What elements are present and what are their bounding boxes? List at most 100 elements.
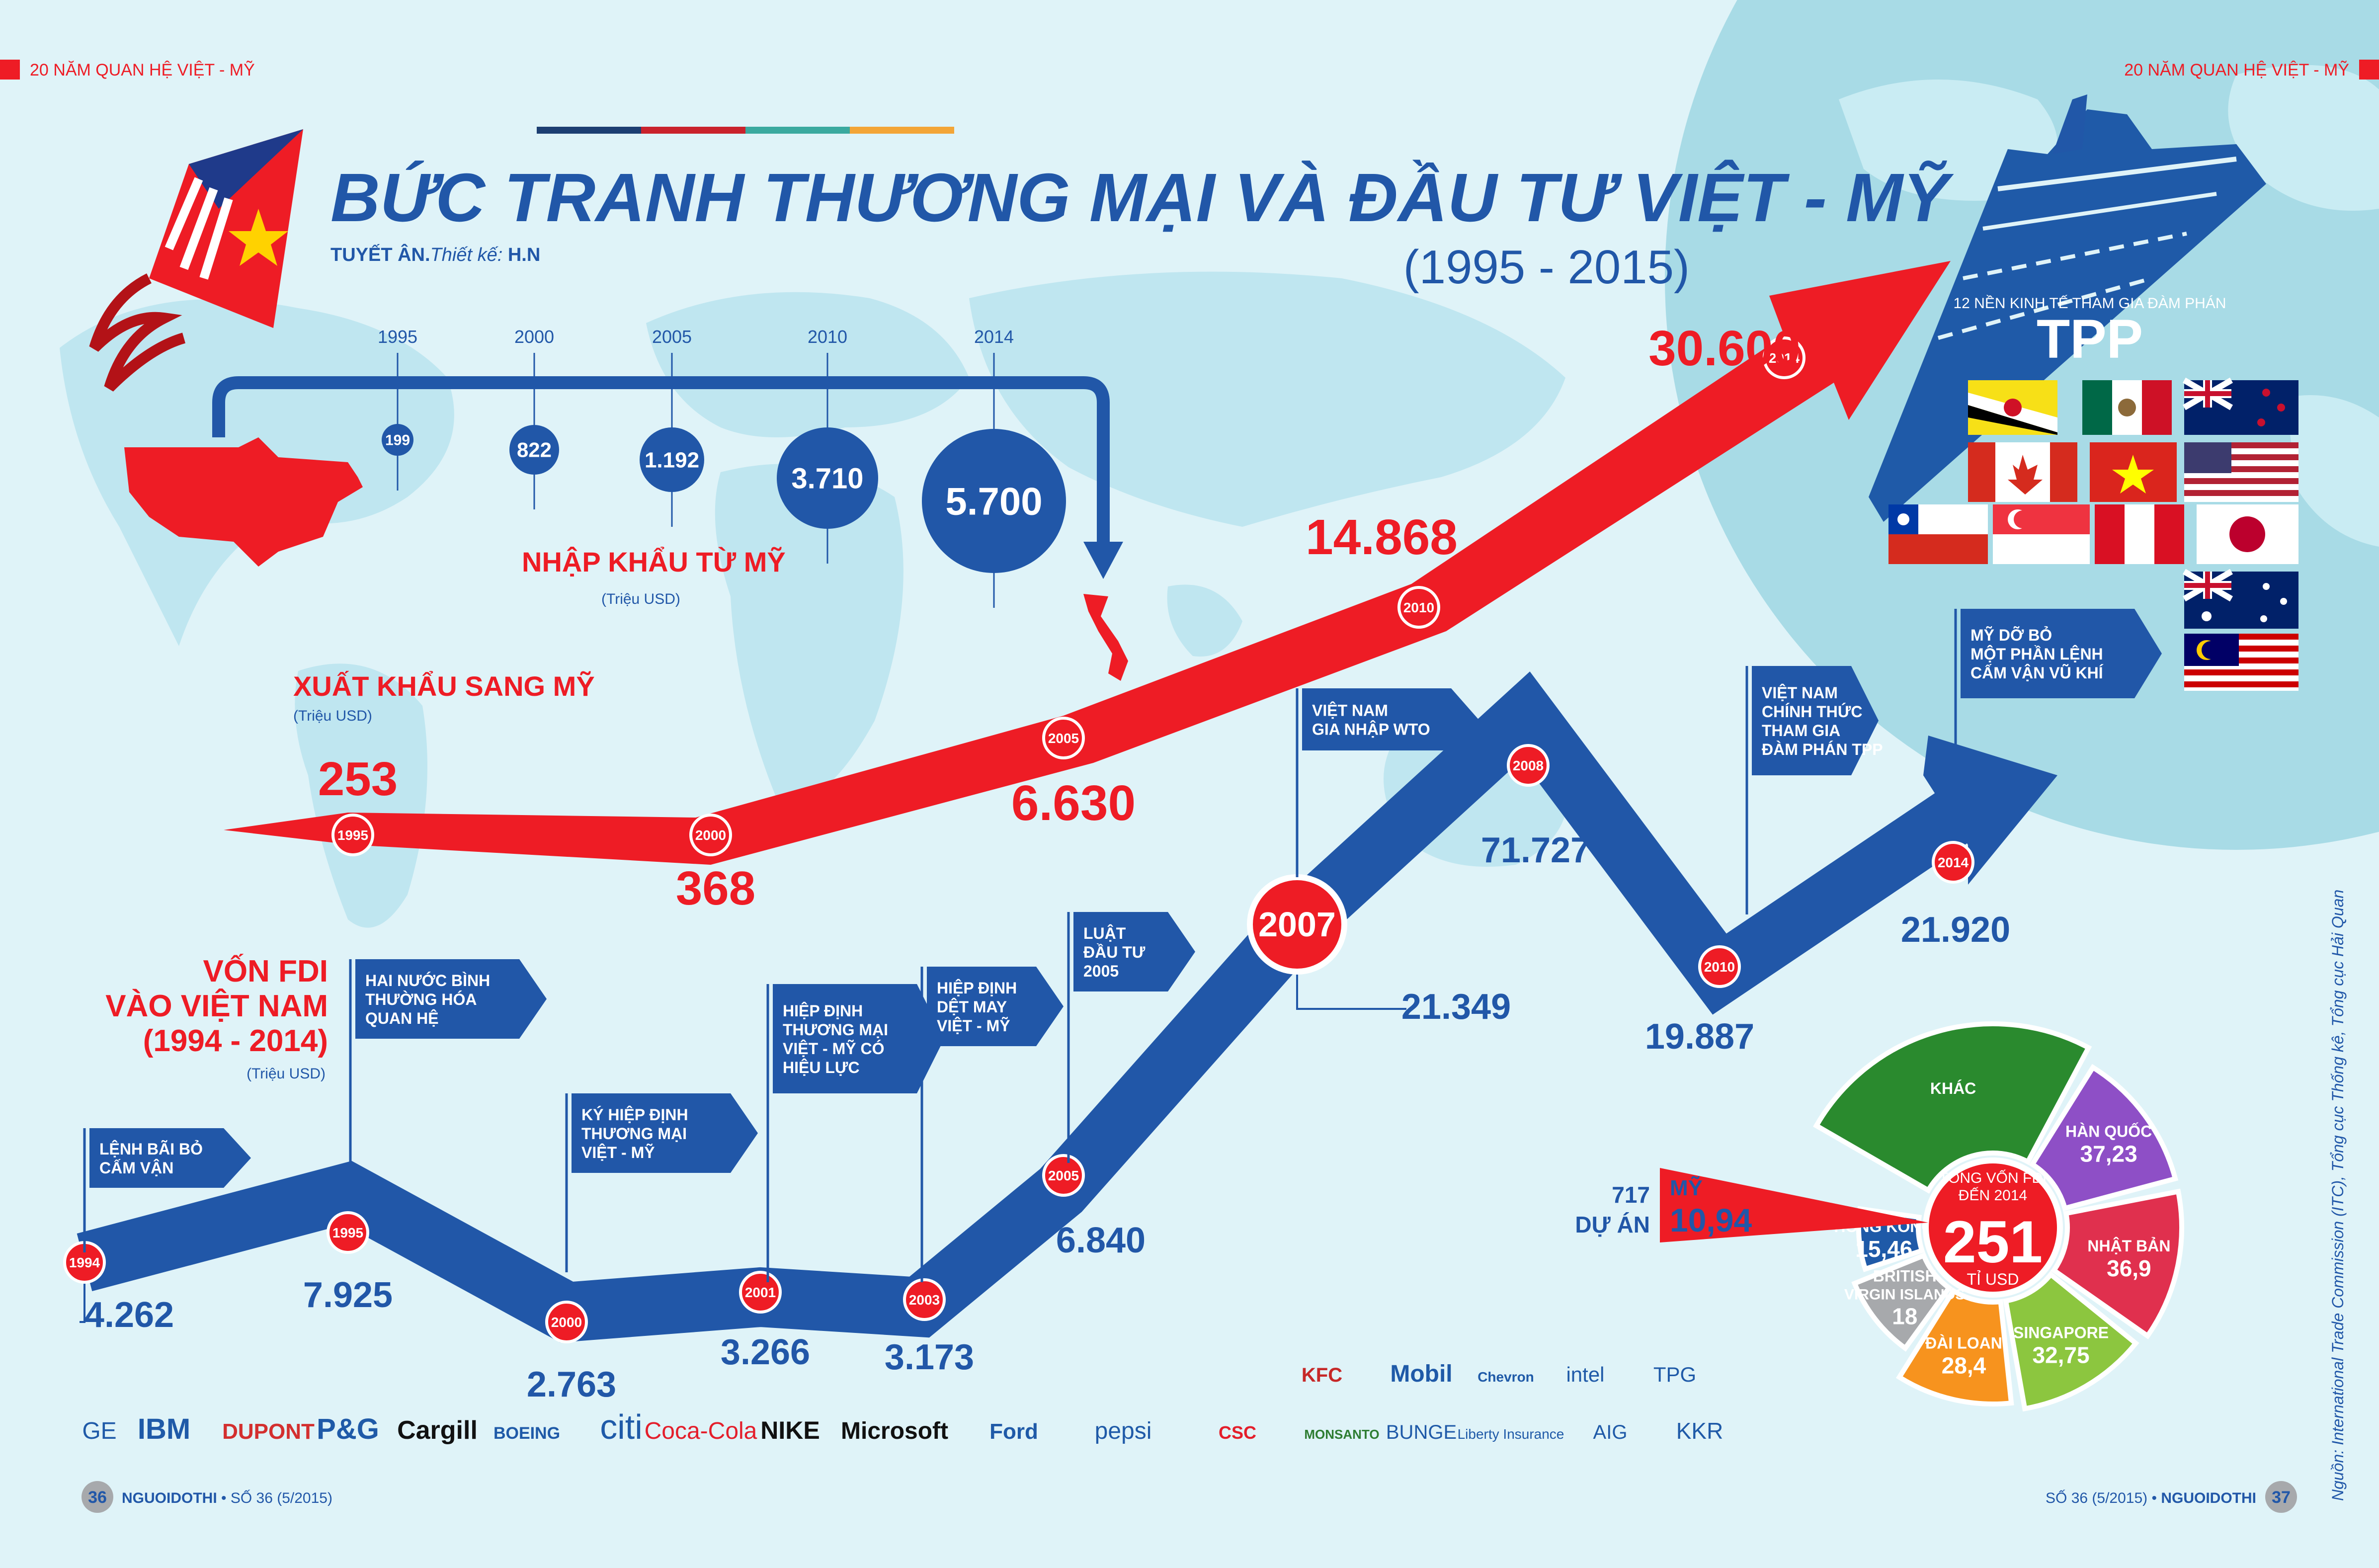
tpp-subtitle: 12 NỀN KINH TẾ THAM GIA ĐÀM PHÁN	[1953, 295, 2226, 312]
export-year: 2014	[1769, 350, 1800, 366]
fdi-title-line3: (1994 - 2014)	[143, 1024, 328, 1058]
fdi-year: 2001	[745, 1285, 776, 1300]
brand-logo: intel	[1566, 1363, 1604, 1386]
fdi-year: 2014	[1938, 855, 1969, 870]
export-year: 2005	[1048, 731, 1079, 746]
brand-logo: AIG	[1593, 1421, 1628, 1443]
fdi-value: 6.840	[1056, 1221, 1146, 1260]
fdi-value: 2.763	[527, 1365, 616, 1404]
brand-logo: P&G	[317, 1413, 379, 1445]
brand-logo: BOEING	[493, 1424, 560, 1443]
right-header-tag: 20 NĂM QUAN HỆ VIỆT - MỸ	[2124, 61, 2349, 80]
left-page-number: 36	[88, 1488, 107, 1507]
export-year-marker	[1397, 586, 1440, 629]
pie-slice-name: KHÁC	[1930, 1079, 1976, 1097]
event-label: MỘT PHẦN LỆNH	[1970, 645, 2103, 663]
event-label: CẤM VẬN VŨ KHÍ	[1970, 664, 2104, 682]
fdi-year: 2003	[909, 1292, 940, 1308]
import-bubble	[509, 425, 559, 475]
event-label: ĐÀM PHÁN TPP	[1762, 741, 1883, 758]
event-flag	[355, 959, 547, 1039]
brand-logo: Mobil	[1390, 1361, 1452, 1387]
event-flag	[1073, 912, 1195, 991]
pie-slice-value: 15,46	[1855, 1236, 1912, 1262]
event-label: THƯƠNG MẠI	[783, 1021, 888, 1039]
us-fdi-value: 10,94	[1670, 1202, 1752, 1238]
pie-slice-value: 36,9	[2107, 1255, 2151, 1281]
us-fdi-label: MỸ	[1670, 1175, 1703, 1200]
us-fdi-wedge: MỸ 10,94 717 DỰ ÁN	[1575, 1168, 1928, 1242]
export-year-marker	[689, 814, 732, 856]
pie-center-line2: ĐẾN 2014	[1959, 1187, 2027, 1204]
fdi-value: 7.925	[303, 1275, 393, 1315]
import-year: 2010	[808, 327, 847, 347]
pie-slice	[1895, 1287, 2014, 1406]
brand-logo: Microsoft	[841, 1418, 948, 1444]
left-footer: NGUOIDOTHI • SỐ 36 (5/2015)	[122, 1489, 332, 1506]
event-label: LUẬT	[1083, 924, 1126, 942]
pie-slice	[2003, 1271, 2139, 1412]
imports-unit: (Triệu USD)	[601, 591, 680, 607]
fdi-year-marker	[739, 1271, 782, 1314]
source-note: Nguồn: International Trade Commission (I…	[2329, 890, 2347, 1501]
brand-logo: Liberty Insurance	[1458, 1426, 1564, 1442]
fdi-year-marker	[327, 1211, 369, 1254]
brand-logo: BUNGE	[1386, 1421, 1457, 1443]
event-label: HIỆU LỰC	[783, 1059, 860, 1076]
exports-points: 1995253200036820056.630201014.868201430.…	[318, 321, 1805, 915]
flag-canada-icon	[1968, 442, 2077, 502]
fdi-value: 21.349	[1401, 987, 1511, 1027]
brand-logo: KFC	[1302, 1364, 1342, 1386]
export-value: 6.630	[1011, 775, 1136, 831]
pie-slice	[2029, 1064, 2179, 1212]
fdi-year: 2007	[1258, 905, 1336, 944]
fdi-points: 1994 4.262 1995 7.925 2000 2.763 2001 3.266 2003…	[63, 744, 2010, 1404]
pie-center: TỔNG VỐN FDI ĐẾN 2014 251 TỈ USD	[1923, 1157, 2063, 1298]
export-year: 2000	[695, 827, 726, 843]
event-label: THƯƠNG MẠI	[581, 1125, 687, 1143]
tpp-title: TPP	[2037, 309, 2143, 370]
us-projects-label: DỰ ÁN	[1575, 1212, 1650, 1238]
pie-slice-name: ĐÀI LOAN	[1925, 1334, 2002, 1352]
event-label: HIỆP ĐỊNH	[783, 1002, 863, 1020]
import-value: 5.700	[945, 479, 1042, 523]
export-year: 2010	[1403, 600, 1434, 615]
usa-map	[124, 437, 363, 567]
event-label: KÝ HIỆP ĐỊNH	[581, 1106, 688, 1124]
imports-bubbles: 1995 199 2000 822 2005 1.192 2010 3.710 2014 5.70…	[378, 327, 1066, 608]
event-flag	[1302, 688, 1478, 750]
event-flag	[1752, 666, 1879, 775]
exports-unit: (Triệu USD)	[293, 708, 372, 724]
import-value: 3.710	[791, 462, 863, 495]
fdi-value: 3.266	[721, 1332, 810, 1372]
brand-logo: IBM	[138, 1413, 190, 1445]
event-label: VIỆT NAM	[1312, 702, 1388, 720]
pie-center-line1: TỔNG VỐN FDI	[1939, 1169, 2047, 1186]
flag-mexico-icon	[2082, 380, 2172, 435]
imports-title: NHẬP KHẨU TỪ MỸ	[522, 546, 786, 578]
brand-logo: GE	[82, 1418, 116, 1444]
right-footer: SỐ 36 (5/2015) • NGUOIDOTHI	[2046, 1489, 2256, 1506]
import-bubble	[922, 429, 1066, 573]
tpp-flags	[1888, 377, 2298, 691]
export-year-marker	[331, 814, 374, 856]
import-value: 1.192	[645, 448, 699, 472]
fdi-year-marker	[1932, 841, 1974, 884]
flag-brunei-icon	[1968, 380, 2057, 435]
left-header-tag: 20 NĂM QUAN HỆ VIỆT - MỸ	[30, 61, 255, 80]
pie-slice-name: NHẬT BẢN	[2087, 1237, 2170, 1255]
us-projects-number: 717	[1612, 1182, 1650, 1208]
fdi-year-marker	[903, 1278, 946, 1321]
flag-new-zealand-icon	[2182, 377, 2298, 435]
brand-logos: GE IBM DUPONT P&G Cargill BOEING citi Coca-Cola…	[82, 1361, 1723, 1446]
title-period: (1995 - 2015)	[1403, 241, 1690, 294]
export-year-marker	[1042, 717, 1085, 759]
pie-slice-name: HÀN QUỐC	[2065, 1123, 2152, 1141]
event-label: VIỆT - MỸ	[581, 1144, 655, 1161]
kite-flag-logo	[89, 129, 303, 392]
event-label: QUAN HỆ	[365, 1009, 439, 1027]
brand-logo: Cargill	[397, 1416, 478, 1445]
event-label: LỆNH BÃI BỎ	[99, 1140, 203, 1158]
fdi-value: 3.173	[885, 1337, 974, 1377]
fdi-leader-line	[1296, 972, 1406, 1010]
